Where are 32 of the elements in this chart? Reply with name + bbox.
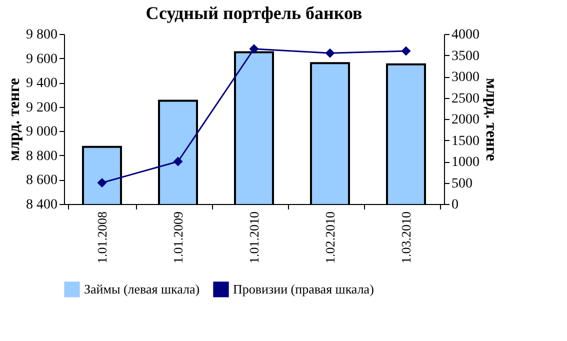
y2-tick-label: 3500 [452, 48, 480, 64]
y-tick-label: 9 000 [26, 124, 58, 140]
point [249, 44, 259, 54]
x-tick-label: 1.01.2008 [94, 212, 110, 264]
y-tick-label: 8 600 [26, 173, 58, 188]
y-tick-label: 8 800 [26, 148, 58, 164]
legend-label: Провизии (правая шкала) [233, 281, 374, 296]
y2-tick-label: 4000 [452, 28, 480, 42]
point [173, 156, 183, 166]
y2-tick-label: 1000 [452, 155, 480, 170]
x-tick-label: 1.03.2010 [398, 212, 414, 264]
y2-tick-label: 1500 [452, 134, 480, 149]
y-tick-label: 8 400 [26, 198, 58, 212]
y-tick-label: 9 600 [26, 52, 58, 67]
chart-title: Ссудный портфель банков [146, 3, 363, 23]
y-tick-label: 9 200 [26, 100, 58, 116]
y2-tick-label: 500 [452, 176, 472, 192]
x-tick-label: 1.02.2010 [322, 212, 338, 264]
y2-tick-label: 3000 [452, 70, 480, 85]
point [401, 46, 411, 56]
y-tick-label: 9 800 [26, 28, 58, 42]
x-tick-label: 1.01.2010 [246, 212, 262, 264]
point [97, 178, 107, 188]
y2-tick-label: 0 [452, 198, 458, 212]
legend-label: Займы (левая шкала) [84, 281, 200, 296]
y-axis-title: млрд. тенге [6, 78, 23, 161]
y-tick-label: 9 400 [26, 76, 58, 92]
point [325, 48, 335, 58]
x-tick-label: 1.01.2009 [170, 212, 186, 264]
y2-tick-label: 2500 [452, 91, 480, 106]
y2-axis-title: млрд. тенге [482, 78, 500, 161]
y2-tick-label: 2000 [452, 112, 480, 128]
